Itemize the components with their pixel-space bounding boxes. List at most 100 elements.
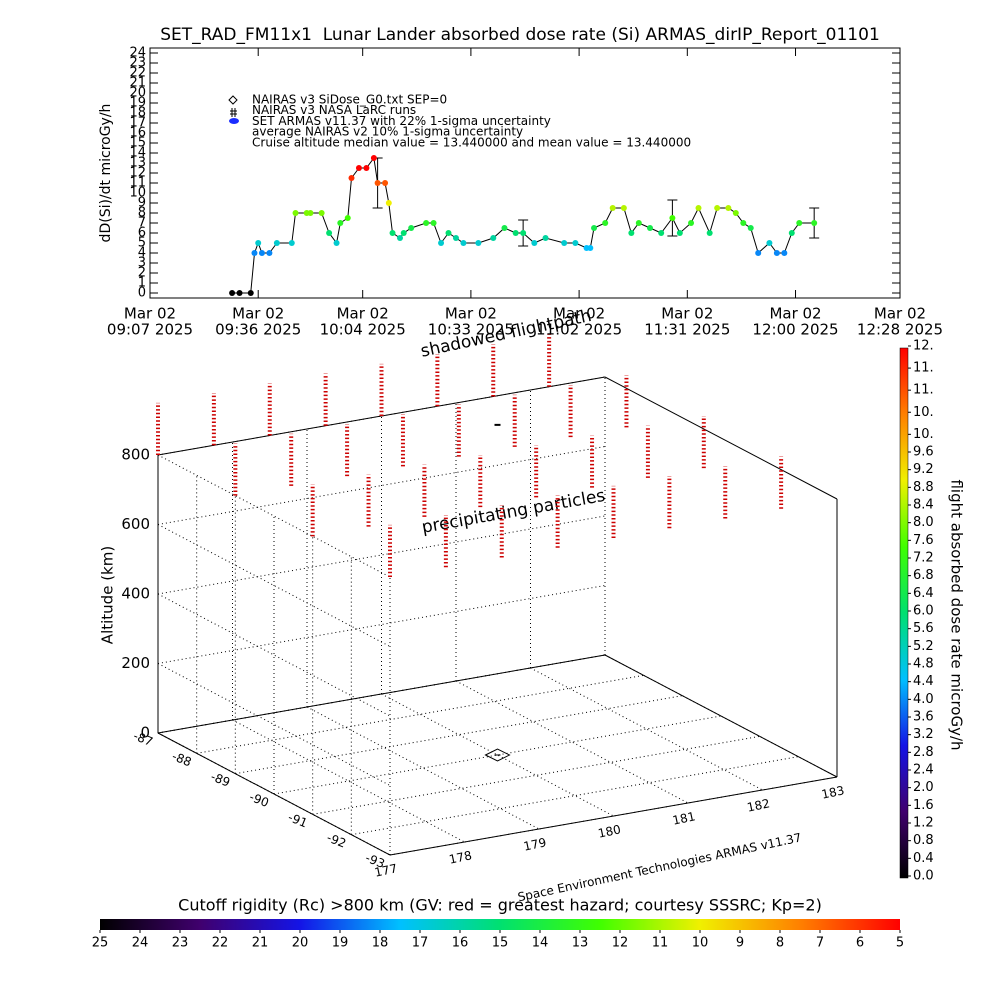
colorbar-tick-label: 6 xyxy=(856,936,864,951)
colorbar-tick-label: 6.8 xyxy=(913,568,934,583)
data-point xyxy=(773,250,780,256)
colorbar-tick-label: 2.0 xyxy=(913,780,934,795)
colorbar-tick-label: 25 xyxy=(92,936,109,951)
y-tick-label: 13 xyxy=(129,156,146,171)
colorbar-tick-label: 11 xyxy=(652,936,669,951)
colorbar-tick-label: 5.6 xyxy=(913,621,934,636)
x-tick-label: Mar 02 xyxy=(337,305,389,323)
data-point xyxy=(344,215,351,221)
lon-tick-label: 179 xyxy=(522,835,547,853)
data-point xyxy=(266,250,273,256)
data-point xyxy=(374,180,381,186)
y-tick-label: 0 xyxy=(138,286,146,301)
data-point xyxy=(747,225,754,231)
colorbar-tick-label: 0.4 xyxy=(913,851,934,866)
y-tick-label: 5 xyxy=(138,236,146,251)
y-tick-label: 7 xyxy=(138,216,146,231)
lon-tick-label: 177 xyxy=(373,861,398,879)
colorbar-tick-label: 8 xyxy=(776,936,784,951)
x-tick-label: Mar 02 xyxy=(874,305,926,323)
colorbar-tick-label: 8.0 xyxy=(913,515,934,530)
lon-tick-label: 182 xyxy=(746,796,771,814)
x-tick-label: Mar 02 xyxy=(445,305,497,323)
data-point xyxy=(385,200,392,206)
colorbar-tick-label: 19 xyxy=(332,936,349,951)
y-tick-label: 20 xyxy=(129,86,146,101)
z-tick-label: 200 xyxy=(121,654,150,672)
chart-title: SET_RAD_FM11x1 Lunar Lander absorbed dos… xyxy=(160,25,880,45)
lon-tick-label: 183 xyxy=(820,783,845,801)
data-point xyxy=(273,240,280,246)
data-point xyxy=(587,245,594,251)
data-point xyxy=(602,220,609,226)
colorbar-tick-label: 1.6 xyxy=(913,798,934,813)
colorbar-tick-label: 18 xyxy=(372,936,389,951)
data-point xyxy=(326,230,333,236)
x-tick-label: Mar 02 xyxy=(661,305,713,323)
data-point xyxy=(755,250,762,256)
data-point xyxy=(591,225,598,231)
data-point xyxy=(542,235,549,241)
data-point xyxy=(620,205,627,211)
y-tick-label: 24 xyxy=(129,46,146,61)
colorbar-tick-label: 0.0 xyxy=(913,869,934,884)
data-point xyxy=(408,225,415,231)
data-point xyxy=(292,210,299,216)
z-tick-label: 0 xyxy=(140,724,150,742)
legend-symbol xyxy=(230,108,237,117)
legend-symbol xyxy=(228,95,238,105)
colorbar-tick-label: 3.6 xyxy=(913,710,934,725)
data-point xyxy=(445,230,452,236)
data-point xyxy=(658,230,665,236)
z-tick-label: 600 xyxy=(121,515,150,533)
lat-tick-label: -92 xyxy=(325,830,348,850)
y-tick-label: 3 xyxy=(138,256,146,271)
colorbar-tick-label: 11. xyxy=(913,383,934,398)
axis-edge xyxy=(604,654,838,778)
data-point xyxy=(247,290,254,296)
data-point xyxy=(363,165,370,171)
colorbar-tick-label: 12. xyxy=(913,339,934,354)
colorbar-tick-label: 8.4 xyxy=(913,498,934,513)
colorbar-tick-label: 14 xyxy=(532,936,549,951)
data-point xyxy=(430,220,437,226)
colorbar-tick-label: 3.2 xyxy=(913,727,934,742)
data-point xyxy=(732,210,739,216)
data-point xyxy=(348,175,355,181)
colorbar-tick-label: 4.4 xyxy=(913,674,934,689)
data-point xyxy=(501,225,508,231)
x-tick-label: 12:00 2025 xyxy=(752,321,838,339)
colorbar-tick-label: 5.2 xyxy=(913,639,934,654)
data-point xyxy=(628,230,635,236)
data-point xyxy=(460,240,467,246)
colorbar-label: Cutoff rigidity (Rc) >800 km (GV: red = … xyxy=(178,896,822,915)
y-tick-label: 15 xyxy=(129,136,146,151)
y-tick-label: 6 xyxy=(138,226,146,241)
y-tick-label: 8 xyxy=(138,206,146,221)
data-point xyxy=(714,205,721,211)
data-point xyxy=(370,155,377,161)
x-tick-label: 11:31 2025 xyxy=(644,321,730,339)
colorbar-label: flight absorbed dose rate microGy/h xyxy=(948,479,966,750)
data-point xyxy=(788,230,795,236)
data-point xyxy=(669,215,676,221)
y-tick-label: 10 xyxy=(129,186,146,201)
colorbar-tick-label: 8.8 xyxy=(913,480,934,495)
data-point xyxy=(255,240,262,246)
colorbar-tick-label: 20 xyxy=(292,936,309,951)
colorbar-tick-label: 4.0 xyxy=(913,692,934,707)
colorbar-tick-label: 16 xyxy=(452,936,469,951)
y-tick-label: 16 xyxy=(129,126,146,141)
colorbar-tick-label: 11. xyxy=(913,361,934,376)
data-point xyxy=(355,165,362,171)
data-point xyxy=(251,250,258,256)
lander-ground xyxy=(484,748,511,762)
data-point xyxy=(781,250,788,256)
colorbar-tick-label: 21 xyxy=(252,936,269,951)
data-point xyxy=(438,240,445,246)
data-line xyxy=(232,156,815,294)
data-point xyxy=(382,180,389,186)
colorbar-tick-label: 6.4 xyxy=(913,586,934,601)
data-point xyxy=(688,220,695,226)
